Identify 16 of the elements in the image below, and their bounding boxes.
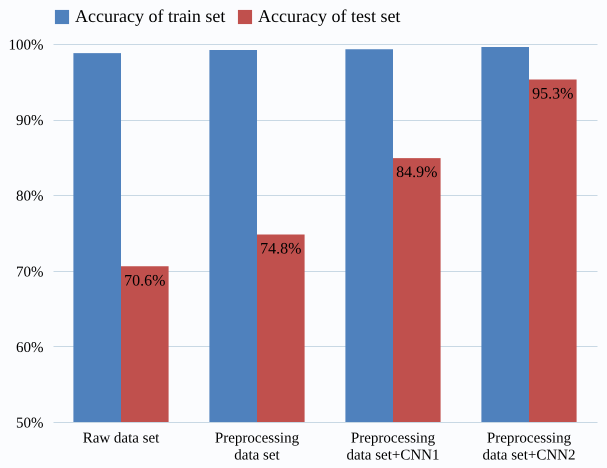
data-label: 74.8% — [260, 240, 302, 258]
legend-label: Accuracy of test set — [258, 6, 400, 26]
y-tick-label: 100% — [8, 38, 44, 54]
x-tick-label: Preprocessing data set+CNN1 — [346, 430, 440, 464]
data-label: 84.9% — [396, 164, 438, 182]
x-tick-label: Raw data set — [82, 430, 160, 446]
data-label: 95.3% — [532, 86, 574, 103]
legend-label: Accuracy of train set — [75, 6, 226, 26]
x-tick-label: Preprocessing data set — [214, 430, 300, 464]
y-tick-label: 90% — [16, 113, 44, 130]
data-label: 70.6% — [124, 272, 166, 290]
x-tick-label: Preprocessing data set+CNN2 — [482, 430, 576, 464]
y-tick-label: 80% — [16, 188, 44, 205]
y-tick-label: 60% — [16, 340, 44, 356]
y-tick-label: 70% — [16, 264, 44, 280]
y-tick-label: 50% — [16, 416, 44, 432]
